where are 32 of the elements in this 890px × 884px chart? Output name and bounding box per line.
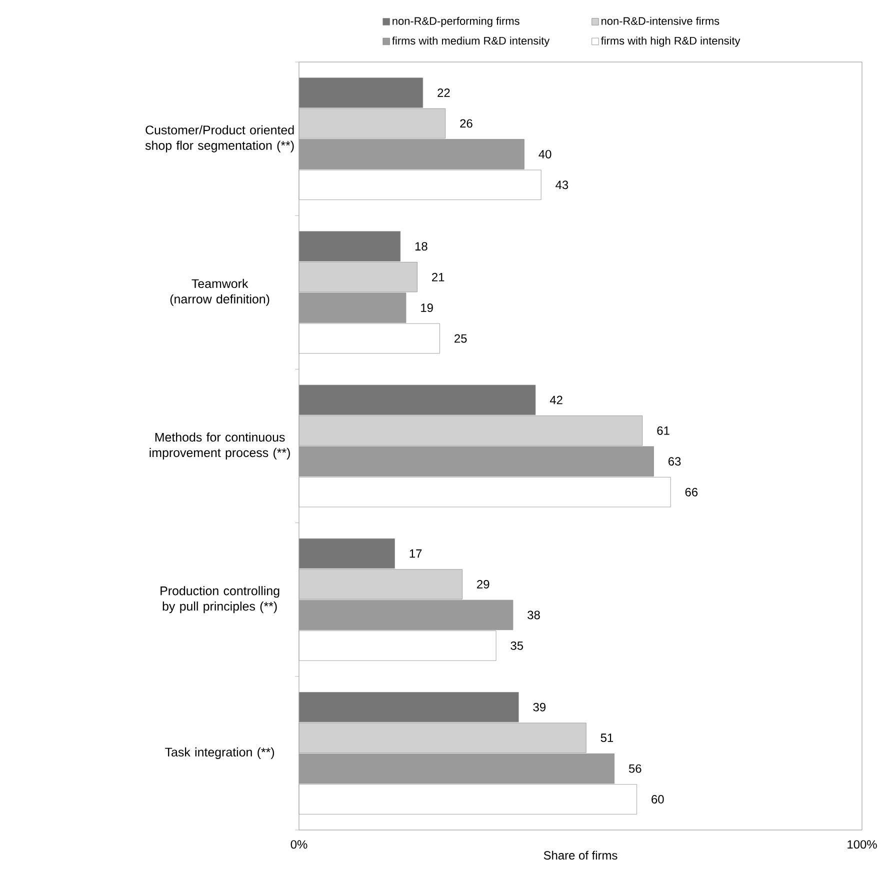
y-tick-label: Production controlling by pull principles (**) (160, 586, 280, 614)
data-label: 56 (628, 764, 642, 773)
data-label: 66 (685, 488, 698, 496)
data-label: 35 (510, 641, 524, 650)
x-axis-title: Share of firms (544, 850, 618, 860)
data-label: 38 (528, 610, 540, 620)
data-label: 21 (432, 272, 444, 282)
y-tick-label: Customer/Product oriented shop flor segmentation (**) (145, 125, 294, 152)
data-label: 22 (438, 88, 450, 97)
legend-label: non-R&D-performing firms (392, 16, 520, 28)
data-label: 51 (600, 734, 614, 742)
data-label: 42 (550, 396, 562, 404)
data-label: 61 (657, 426, 670, 435)
data-label: 60 (652, 795, 664, 804)
data-label: 43 (556, 180, 568, 190)
data-label: 63 (668, 457, 681, 466)
legend-label: firms with high R&D intensity (600, 36, 740, 47)
data-label: 17 (410, 549, 422, 558)
y-tick-label: Task integration (**) (165, 747, 274, 760)
data-label: 29 (477, 580, 490, 588)
data-label: 26 (460, 119, 472, 128)
data-label: 39 (533, 702, 546, 712)
x-tick-label: 0% (290, 840, 308, 849)
data-label: 25 (454, 334, 467, 343)
x-tick-label: 100% (848, 840, 877, 849)
data-label: 18 (415, 242, 428, 251)
legend-label: firms with medium R&D intensity (392, 36, 550, 47)
legend-label: non-R&D-intensive firms (602, 16, 720, 25)
data-label: 19 (421, 304, 433, 312)
y-tick-label: Teamwork (narrow definition) (170, 278, 270, 306)
data-label: 40 (538, 150, 552, 158)
y-tick-label: Methods for continuous improvement process (**) (150, 432, 290, 460)
